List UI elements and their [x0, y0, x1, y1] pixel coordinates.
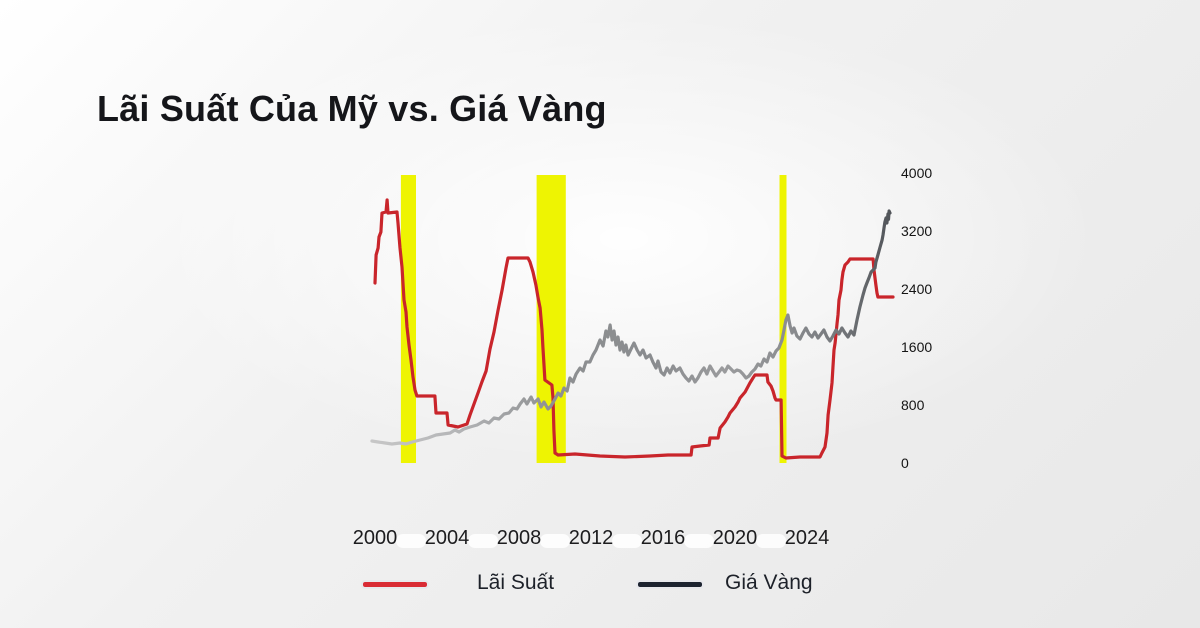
legend-swatch-gold-price [636, 580, 704, 589]
y-tick-label: 4000 [901, 165, 933, 181]
y-tick-label: 2400 [901, 281, 933, 297]
x-tick-label: 2016 [640, 527, 686, 549]
x-axis-pill [612, 534, 642, 548]
chart-title: Lãi Suất Của Mỹ vs. Giá Vàng [97, 88, 607, 129]
legend-label-gold-price: Giá Vàng [725, 571, 813, 594]
x-tick-label: 2024 [784, 527, 830, 549]
x-tick-label: 2008 [496, 527, 542, 549]
y-tick-label: 0 [901, 455, 909, 471]
x-tick-label: 2020 [712, 527, 758, 549]
legend-swatch-interest-rate [361, 580, 429, 589]
x-tick-label: 2004 [424, 527, 470, 549]
x-axis-pill [756, 534, 786, 548]
legend-label-interest-rate: Lãi Suất [477, 571, 555, 594]
x-axis-pill [684, 534, 714, 548]
x-axis-pill [396, 534, 426, 548]
x-tick-label: 2012 [568, 527, 614, 549]
x-axis-pill [540, 534, 570, 548]
x-tick-label: 2000 [352, 527, 398, 549]
y-tick-label: 3200 [901, 223, 933, 239]
y-tick-label: 800 [901, 397, 925, 413]
x-axis-pill [468, 534, 498, 548]
y-tick-label: 1600 [901, 339, 933, 355]
